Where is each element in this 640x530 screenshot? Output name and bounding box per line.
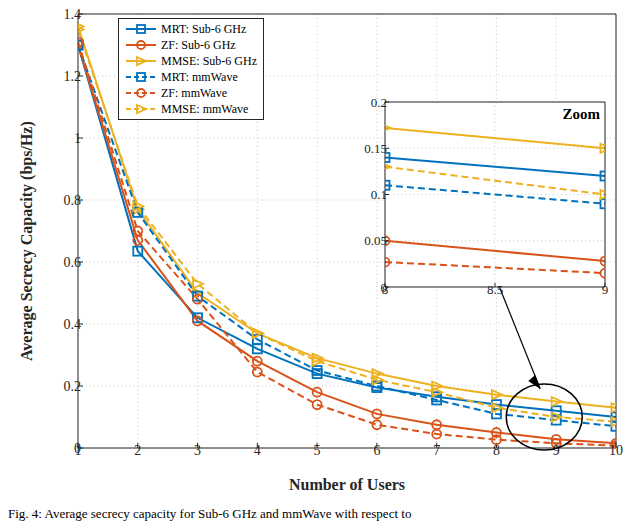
svg-text:0.4: 0.4 [64,317,82,332]
svg-text:0: 0 [381,280,388,295]
svg-text:4: 4 [254,443,261,458]
svg-text:0: 0 [74,441,81,456]
html-text:MRT: mmWave: MRT: mmWave [161,69,238,84]
html-text:MMSE: Sub-6 GHz: MMSE: Sub-6 GHz [161,53,257,68]
svg-text:8.5: 8.5 [487,282,503,297]
svg-text:0.1: 0.1 [371,187,387,202]
svg-text:0.05: 0.05 [364,233,387,248]
html-text:Zoom: Zoom [562,106,600,122]
svg-text:0.6: 0.6 [64,255,82,270]
html-text:Fig. 4: Average secrecy capaci: Fig. 4: Average secrecy capacity for Sub… [8,506,412,521]
svg-text:8: 8 [493,443,500,458]
svg-text:3: 3 [194,443,201,458]
svg-text:0.8: 0.8 [64,193,82,208]
svg-text:1.4: 1.4 [64,8,82,22]
html-text:MRT: Sub-6 GHz: MRT: Sub-6 GHz [161,21,247,36]
svg-text:0.15: 0.15 [364,141,387,156]
svg-text:2: 2 [134,443,141,458]
svg-text:0.2: 0.2 [64,379,82,394]
svg-text:1.2: 1.2 [64,69,82,84]
svg-text:9: 9 [602,282,609,297]
svg-text:1: 1 [74,131,81,146]
svg-text:5: 5 [314,443,321,458]
html-text:ZF: mmWave: ZF: mmWave [161,85,227,100]
svg-text:9: 9 [553,443,560,458]
svg-text:Average Secrecy Capacity (bps/: Average Secrecy Capacity (bps/Hz) [18,121,36,361]
svg-text:10: 10 [609,443,623,458]
svg-text:0.2: 0.2 [371,96,387,110]
svg-text:Number of Users: Number of Users [289,476,405,493]
html-text:MMSE: mmWave: MMSE: mmWave [161,101,249,116]
html-text:ZF: Sub-6 GHz: ZF: Sub-6 GHz [161,37,236,52]
svg-text:6: 6 [373,443,380,458]
svg-text:7: 7 [433,443,440,458]
